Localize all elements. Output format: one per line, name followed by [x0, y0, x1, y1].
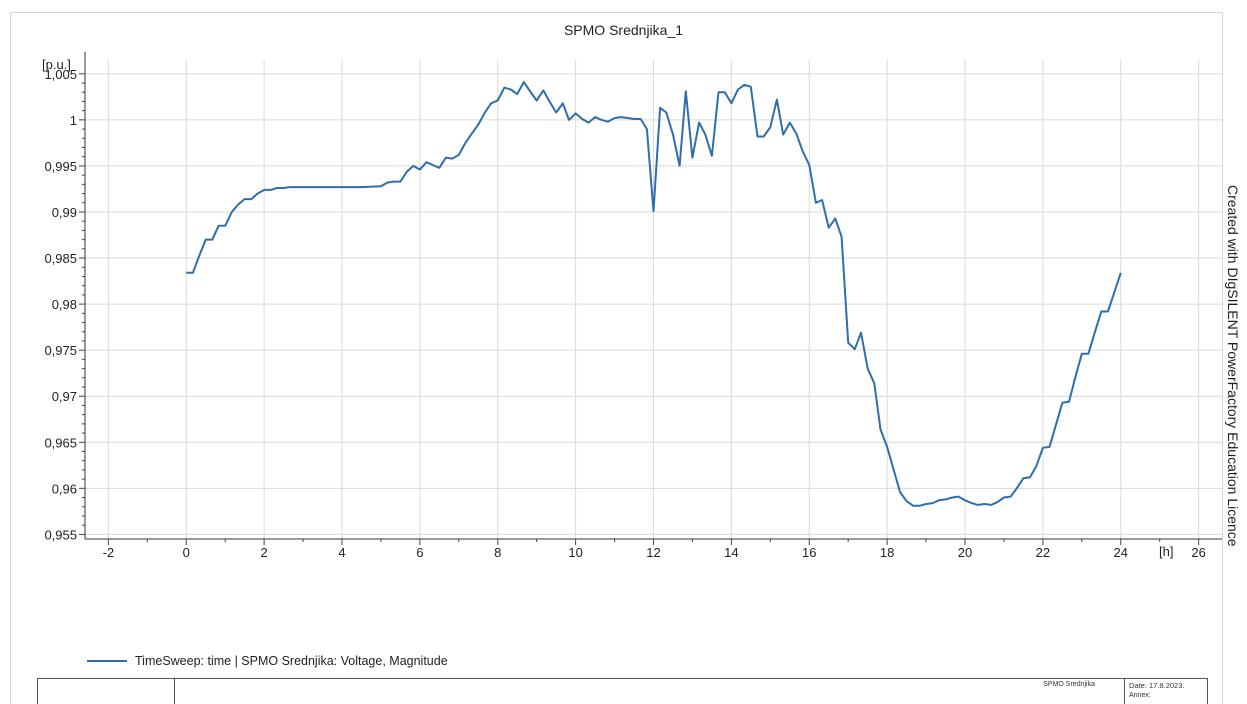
grid-lines [85, 60, 1222, 539]
y-tick-label: 0,975 [44, 343, 77, 358]
y-tick-label: 0,96 [52, 481, 77, 496]
y-tick-label: 0,97 [52, 389, 77, 404]
legend-label: TimeSweep: time | SPMO Srednjika: Voltag… [135, 654, 448, 668]
y-tick-label: 0,995 [44, 159, 77, 174]
x-tick-label: -2 [103, 545, 115, 560]
footer-date-cell: Date: 17.8.2023. Annex: [1124, 679, 1207, 704]
license-watermark: Created with DIgSILENT PowerFactory Educ… [1225, 185, 1241, 547]
y-tick-label: 0,99 [52, 205, 77, 220]
x-tick-label: 12 [646, 545, 660, 560]
footer-date: Date: 17.8.2023. [1129, 681, 1185, 690]
y-tick-label: 0,985 [44, 251, 77, 266]
y-tick-label: 0,955 [44, 527, 77, 542]
footer-left-cell [38, 679, 175, 704]
footer-title-block: SPMO Srednjika Date: 17.8.2023. Annex: [37, 678, 1208, 704]
legend: TimeSweep: time | SPMO Srednjika: Voltag… [87, 652, 448, 670]
legend-swatch [87, 660, 127, 662]
x-tick-label: 2 [260, 545, 267, 560]
axes [79, 52, 1222, 545]
x-axis-unit-label: [h] [1159, 544, 1173, 559]
y-tick-label: 0,965 [44, 435, 77, 450]
x-tick-label: 26 [1191, 545, 1205, 560]
tick-labels: -2 0 2 4 6 8 10 12 14 16 18 20 22 24 261,00510,9950,99… [44, 67, 1205, 560]
x-tick-label: 16 [802, 545, 816, 560]
series-layer [186, 81, 1122, 507]
footer-name: SPMO Srednjika [1043, 681, 1095, 688]
footer-annex: Annex: [1129, 692, 1151, 699]
x-tick-label: 24 [1114, 545, 1128, 560]
x-tick-label: 8 [494, 545, 501, 560]
x-tick-label: 22 [1036, 545, 1050, 560]
chart-title: SPMO Srednjika_1 [563, 22, 684, 38]
x-tick-label: 20 [958, 545, 972, 560]
x-tick-label: 10 [568, 545, 582, 560]
y-tick-label: 0,98 [52, 297, 77, 312]
x-tick-label: 6 [416, 545, 423, 560]
x-tick-label: 4 [338, 545, 345, 560]
y-axis-unit-label: [p.u.] [42, 57, 71, 72]
y-tick-label: 1 [70, 113, 77, 128]
x-tick-label: 0 [183, 545, 190, 560]
series-line [186, 81, 1122, 507]
x-tick-label: 14 [724, 545, 738, 560]
chart-plot: -2 0 2 4 6 8 10 12 14 16 18 20 22 24 261,00510,9950,99… [42, 52, 1222, 560]
y-tick-label: 1,005 [44, 67, 77, 82]
x-tick-label: 18 [880, 545, 894, 560]
chart-frame [10, 12, 1223, 704]
